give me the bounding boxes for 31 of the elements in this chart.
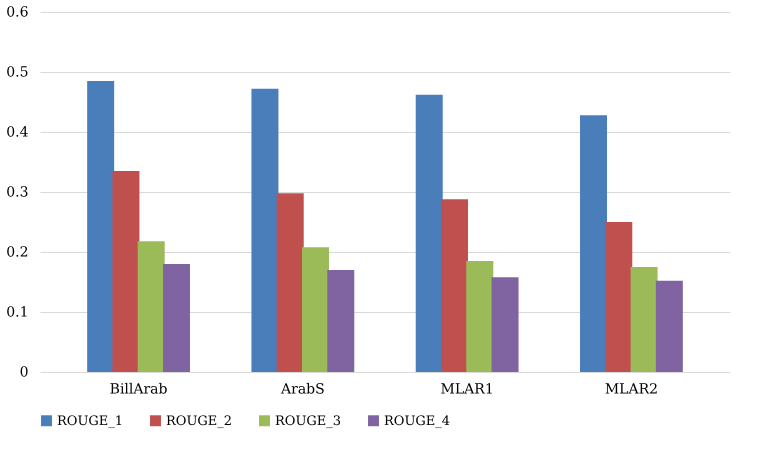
bar — [416, 94, 443, 372]
y-tick-label: 0.3 — [6, 184, 28, 200]
y-tick-label: 0.4 — [6, 124, 29, 140]
x-tick-label: MLAR1 — [440, 382, 494, 398]
bar — [112, 171, 140, 372]
x-tick-label: BillArab — [110, 382, 168, 398]
bar — [466, 261, 494, 372]
y-tick-label: 0.1 — [6, 304, 28, 320]
bar — [138, 241, 165, 372]
bar — [162, 264, 190, 372]
y-tick-label: 0.5 — [6, 64, 28, 80]
bar — [302, 247, 329, 372]
bar — [87, 81, 114, 372]
y-tick-label: 0 — [20, 364, 28, 380]
legend-label: ROUGE_1 — [57, 414, 124, 429]
bar — [492, 277, 519, 372]
legend-label: ROUGE_2 — [166, 414, 232, 429]
bar — [251, 88, 278, 372]
bar — [580, 115, 608, 372]
bar — [327, 270, 354, 372]
bar — [656, 280, 683, 372]
y-tick-label: 0.2 — [6, 244, 28, 260]
bar — [630, 267, 658, 372]
y-tick-label: 0.6 — [6, 4, 29, 20]
x-tick-label: MLAR2 — [604, 382, 658, 398]
bar — [276, 193, 304, 372]
bar — [441, 199, 468, 372]
legend-label: ROUGE_4 — [384, 414, 450, 429]
bar — [605, 222, 632, 372]
legend-label: ROUGE_3 — [275, 414, 342, 429]
x-tick-label: ArabS — [280, 382, 325, 398]
